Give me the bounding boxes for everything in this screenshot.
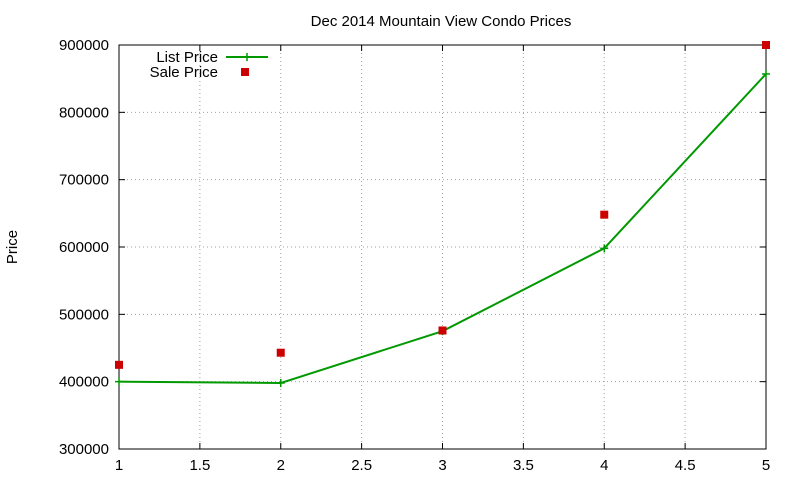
chart-title: Dec 2014 Mountain View Condo Prices [311,13,572,30]
x-tick-label-0: 1 [115,457,123,474]
x-tick-label-3: 2.5 [351,457,372,474]
list-price-point-1 [276,379,285,388]
grid [119,45,766,449]
list-price-series-line [118,73,767,385]
sale-price-point-3 [600,210,609,219]
legend-marker-sale-price [241,68,249,76]
list-price-point-4 [762,69,770,78]
x-tick-label-5: 3.5 [513,457,534,474]
y-tick-label-0: 300000 [59,441,109,458]
sale-price-point-2 [438,326,447,335]
sale-price-point-1 [276,348,285,357]
legend-label-list-price: List Price [156,49,218,66]
sale-price-point-0 [115,360,123,369]
legend-label-sale-price: Sale Price [150,64,218,81]
x-tick-label-8: 5 [762,457,770,474]
y-tick-label-4: 700000 [59,172,109,189]
x-tick-label-4: 3 [438,457,446,474]
x-tick-label-6: 4 [600,457,608,474]
y-tick-label-3: 600000 [59,239,109,256]
data-series [115,41,770,388]
legend-marker-list-price [243,53,251,61]
list-price-point-0 [115,377,123,386]
y-axis-title: Price [4,230,21,264]
x-tick-label-7: 4.5 [675,457,696,474]
y-tick-label-6: 900000 [59,37,109,54]
axes: 1 1.5 2 2.5 3 3.5 4 4.5 5 300000 400000 500000 60000… [59,37,770,474]
sale-price-point-4 [762,41,770,49]
x-tick-label-2: 2 [277,457,285,474]
y-tick-label-1: 400000 [59,374,109,391]
x-tick-label-1: 1.5 [189,457,210,474]
y-tick-label-2: 500000 [59,306,109,323]
y-tick-label-5: 800000 [59,104,109,121]
list-price-point-3 [600,244,609,253]
